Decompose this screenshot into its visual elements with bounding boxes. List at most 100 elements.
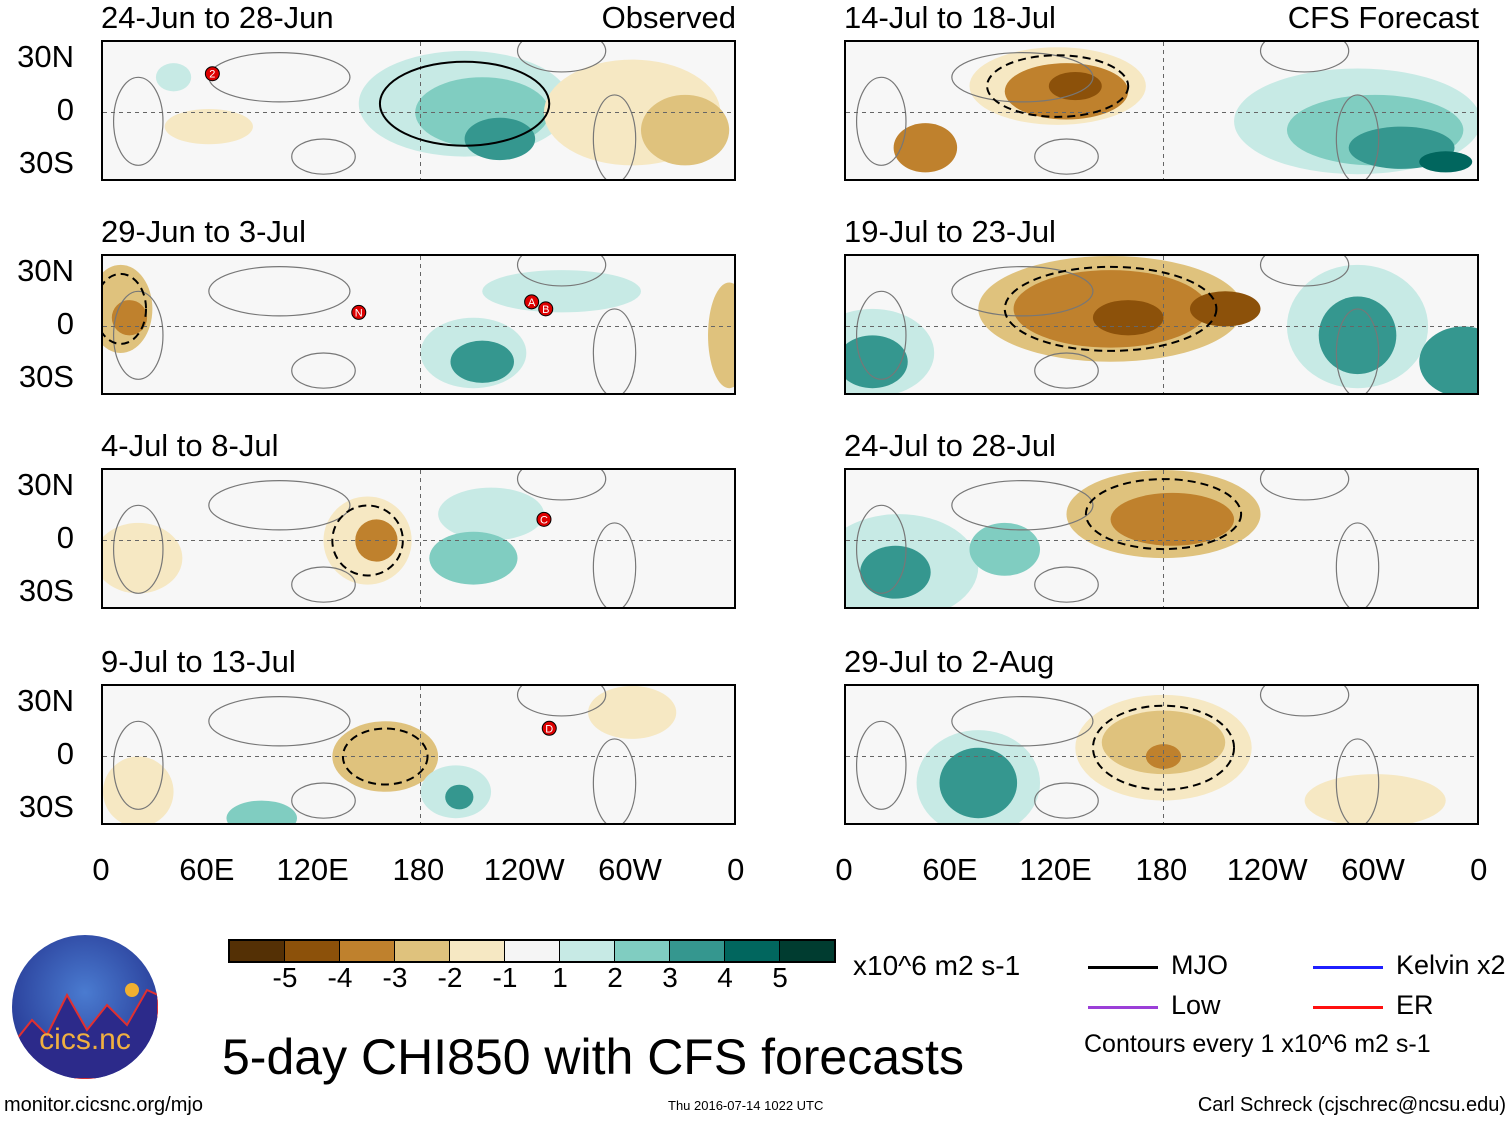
coastline (855, 720, 907, 810)
mjo-contour (378, 60, 551, 147)
colorbar (228, 939, 836, 963)
panel-title: 24-Jun to 28-Jun (101, 0, 334, 35)
colorbar-swatch (340, 941, 395, 961)
coastline (855, 504, 907, 594)
legend-line (1313, 1006, 1383, 1009)
anomaly-shading (1145, 744, 1182, 769)
anomaly-shading (1110, 492, 1235, 546)
anomaly-shading (1419, 151, 1473, 173)
colorbar-label: -3 (382, 962, 408, 993)
svg-text:A: A (528, 297, 536, 309)
coastline (291, 352, 356, 389)
coastline (516, 686, 607, 717)
lat-label: 30S (18, 573, 74, 608)
anomaly-shading (860, 545, 931, 599)
panel-title: 19-Jul to 23-Jul (844, 214, 1056, 249)
anomaly-shading (103, 756, 174, 823)
coastline (1259, 686, 1350, 717)
map-panel: C (101, 468, 736, 609)
coastline (592, 738, 637, 823)
panel-title: 9-Jul to 13-Jul (101, 644, 296, 679)
legend-label: Low (1171, 990, 1221, 1020)
anomaly-shading (588, 686, 677, 739)
svg-text:B: B (542, 304, 549, 316)
colorbar-swatch (780, 941, 834, 961)
colorbar-swatch (560, 941, 615, 961)
legend-line (1088, 1006, 1158, 1009)
colorbar-swatch (725, 941, 780, 961)
lon-label: 180 (392, 852, 445, 887)
mjo-contour (331, 504, 404, 577)
coastline (208, 266, 351, 317)
anomaly-shading (155, 63, 192, 92)
legend-line (1088, 966, 1158, 969)
anomaly-shading (226, 800, 298, 823)
coastline (291, 138, 356, 175)
coastline (1335, 522, 1380, 607)
lon-label: 180 (1135, 852, 1188, 887)
colorbar-swatch (230, 941, 285, 961)
lon-label: 0 (835, 852, 853, 887)
anomaly-shading (708, 282, 734, 389)
panel-title: 14-Jul to 18-Jul (844, 0, 1056, 35)
lon-label: 60W (1341, 852, 1405, 887)
coastline (1034, 138, 1099, 175)
anomaly-shading (429, 531, 518, 585)
anomaly-shading (939, 747, 1018, 819)
tc-marker: C (536, 511, 552, 527)
mjo-contour (1091, 704, 1236, 791)
coastline (112, 76, 164, 166)
colorbar-label: 2 (607, 962, 623, 993)
coastline (1335, 308, 1380, 393)
anomaly-shading (893, 123, 958, 173)
mountains-icon (12, 983, 158, 1079)
panel-title: 24-Jul to 28-Jul (844, 428, 1056, 463)
map-panel (844, 684, 1479, 825)
anomaly-shading (1419, 326, 1477, 393)
anomaly-shading (1189, 291, 1261, 327)
anomaly-shading (482, 270, 641, 313)
lon-label: 120E (276, 852, 349, 887)
legend-line (1313, 966, 1383, 969)
anomaly-shading (1318, 296, 1397, 375)
coastline (592, 308, 637, 393)
tc-marker: 2 (204, 66, 220, 82)
map-panel (844, 40, 1479, 181)
coastline (951, 480, 1094, 531)
map-panel: D (101, 684, 736, 825)
anomaly-shading (164, 108, 253, 145)
anomaly-shading (1304, 774, 1446, 823)
coastline (208, 696, 351, 747)
colorbar-swatch (450, 941, 505, 961)
tc-marker: B (538, 301, 554, 317)
mjo-contour (341, 727, 429, 786)
colorbar-label: 1 (552, 962, 568, 993)
tc-marker: N (351, 304, 367, 320)
mjo-contour (1084, 478, 1243, 551)
coastline (112, 290, 164, 380)
anomaly-shading (450, 340, 514, 383)
lon-label: 120E (1019, 852, 1092, 887)
map-panel: 2 (101, 40, 736, 181)
legend-label: Kelvin x2 (1396, 950, 1506, 980)
colorbar-label: -1 (492, 962, 518, 993)
lat-label: 30S (18, 359, 74, 394)
colorbar-label: -5 (272, 962, 298, 993)
anomaly-shading (1048, 71, 1102, 101)
colorbar-swatch (285, 941, 340, 961)
lon-label: 0 (1470, 852, 1488, 887)
svg-text:D: D (545, 723, 553, 735)
lon-label: 120W (483, 852, 565, 887)
cicsnc-logo: cics.nc (12, 935, 158, 1079)
lon-label: 60W (598, 852, 662, 887)
footer-timestamp: Thu 2016-07-14 1022 UTC (668, 1098, 824, 1113)
coastline (1034, 352, 1099, 389)
coastline (1335, 738, 1380, 823)
contour-note: Contours every 1 x10^6 m2 s-1 (1084, 1030, 1431, 1058)
panel-title: 29-Jun to 3-Jul (101, 214, 307, 249)
tc-marker: A (524, 294, 540, 310)
coastline (951, 52, 1094, 103)
colorbar-label: -2 (437, 962, 463, 993)
